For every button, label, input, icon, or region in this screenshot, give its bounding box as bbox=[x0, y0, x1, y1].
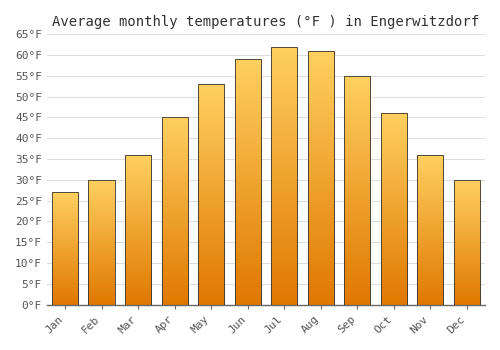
Bar bbox=[52, 193, 78, 304]
Bar bbox=[125, 155, 152, 304]
Bar bbox=[344, 76, 370, 304]
Bar bbox=[162, 118, 188, 304]
Bar bbox=[88, 180, 115, 304]
Bar bbox=[234, 59, 261, 304]
Title: Average monthly temperatures (°F ) in Engerwitzdorf: Average monthly temperatures (°F ) in En… bbox=[52, 15, 480, 29]
Bar bbox=[417, 155, 444, 304]
Bar bbox=[308, 51, 334, 304]
Bar bbox=[454, 180, 480, 304]
Bar bbox=[271, 47, 297, 304]
Bar bbox=[380, 113, 407, 304]
Bar bbox=[198, 84, 224, 304]
